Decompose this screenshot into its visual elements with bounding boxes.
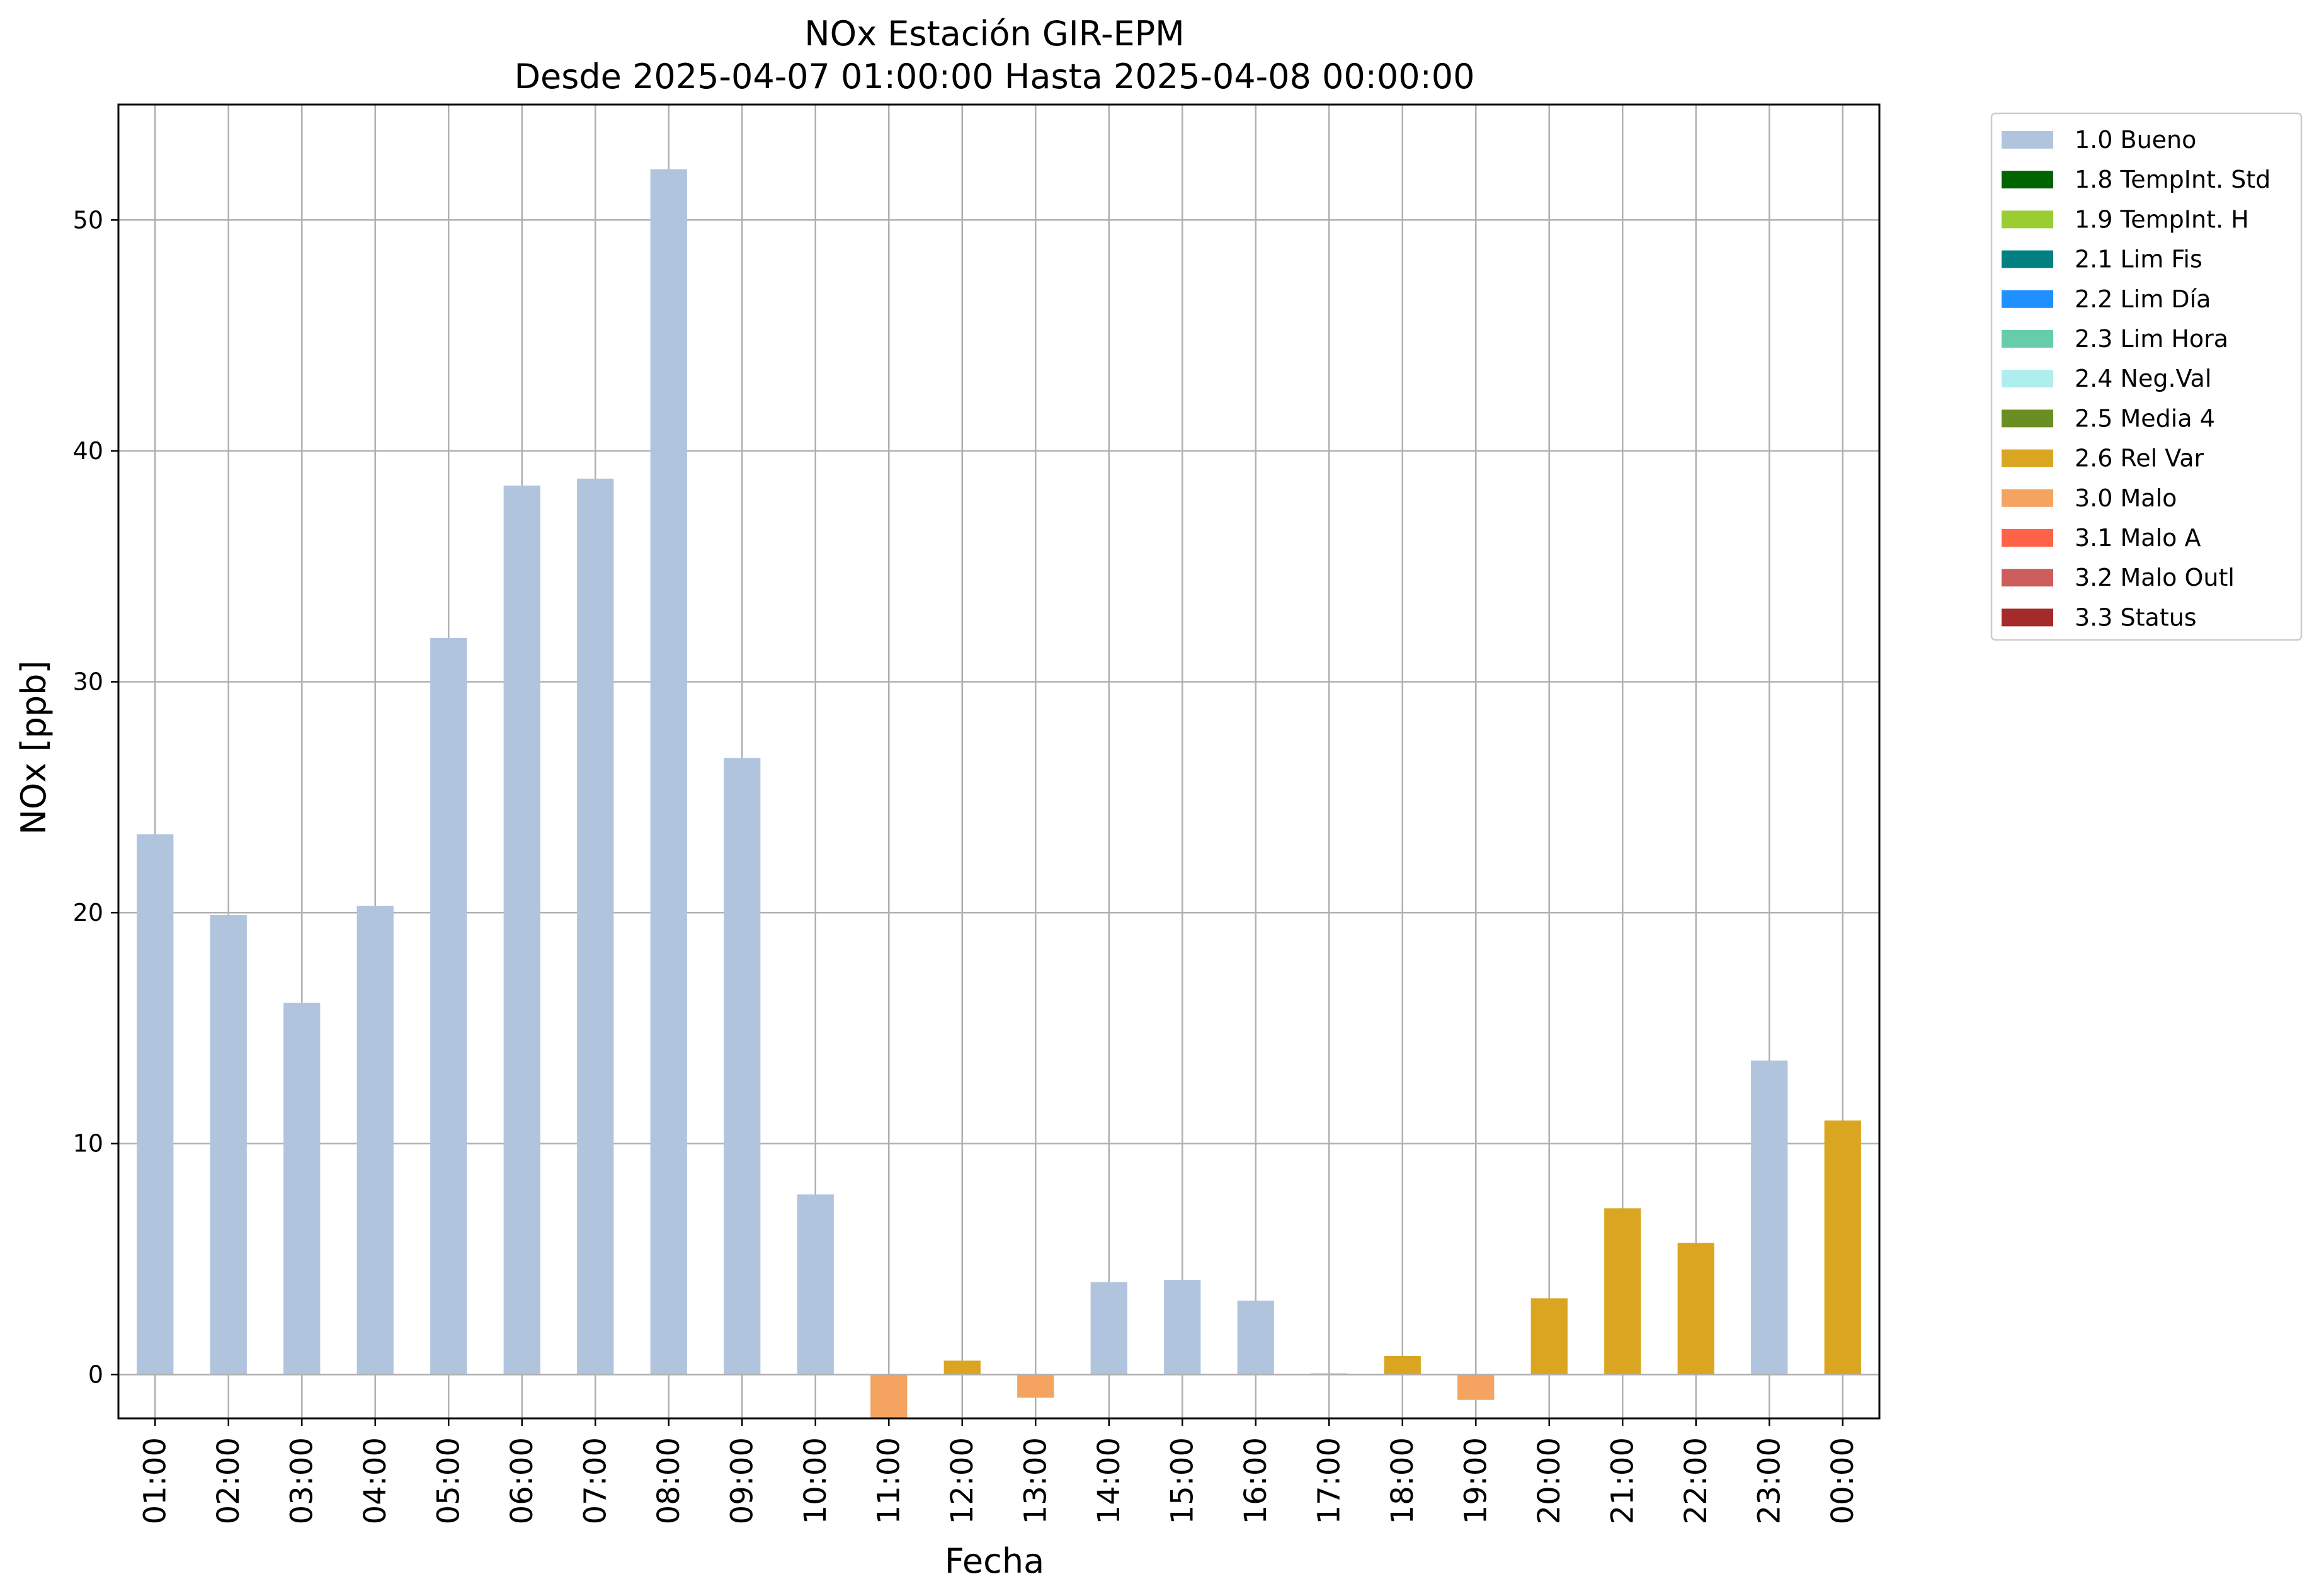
x-tick-label: 06:00 — [504, 1437, 540, 1524]
x-tick-label: 01:00 — [137, 1437, 173, 1524]
legend-label: 2.3 Lim Hora — [2075, 325, 2228, 353]
legend: 1.0 Bueno 1.8 TempInt. Std 1.9 TempInt. H 2… — [1990, 112, 2303, 641]
x-tick-label: 13:00 — [1018, 1437, 1053, 1524]
bar — [943, 1360, 981, 1375]
plot-frame — [117, 103, 1881, 1420]
x-axis-ticks: 01:00 02:00 03:00 04:00 05:00 06:00 07:00 08:00… — [137, 1418, 1860, 1524]
legend-swatch — [2002, 210, 2053, 229]
bar — [1751, 1060, 1788, 1375]
y-axis-label: NOx [ppb] — [14, 661, 54, 835]
legend-swatch — [2002, 569, 2053, 587]
legend-swatch — [2002, 409, 2053, 428]
legend-label: 1.0 Bueno — [2075, 126, 2196, 154]
legend-frame — [1990, 112, 2303, 641]
x-tick-label: 20:00 — [1532, 1437, 1567, 1524]
x-tick-label: 12:00 — [945, 1437, 980, 1524]
bar — [1164, 1280, 1201, 1375]
legend-swatch — [2002, 250, 2053, 268]
bars — [137, 169, 1861, 1418]
legend-label: 3.3 Status — [2075, 603, 2197, 631]
chart-subtitle: Desde 2025-04-07 01:00:00 Hasta 2025-04-… — [514, 57, 1474, 96]
y-tick-label: 50 — [73, 206, 103, 234]
bar — [724, 758, 761, 1375]
x-tick-label: 05:00 — [431, 1437, 466, 1524]
x-tick-label: 23:00 — [1752, 1437, 1787, 1524]
y-tick-label: 10 — [73, 1130, 103, 1158]
x-tick-label: 11:00 — [871, 1437, 906, 1524]
y-tick-label: 40 — [73, 437, 103, 465]
legend-label: 2.1 Lim Fis — [2075, 246, 2202, 273]
x-tick-label: 14:00 — [1091, 1437, 1127, 1524]
x-tick-label: 21:00 — [1605, 1437, 1640, 1524]
y-axis-ticks: 0 10 20 30 40 50 — [73, 206, 118, 1388]
bar — [1530, 1298, 1568, 1375]
x-axis-label: Fecha — [945, 1541, 1044, 1581]
bar — [1604, 1208, 1641, 1375]
legend-swatch — [2002, 290, 2053, 308]
x-tick-label: 19:00 — [1458, 1437, 1493, 1524]
x-tick-label: 22:00 — [1678, 1437, 1714, 1524]
bar — [1090, 1282, 1127, 1375]
bar — [137, 834, 174, 1375]
legend-swatch — [2002, 608, 2053, 627]
bar — [1677, 1243, 1714, 1375]
bar — [356, 906, 394, 1375]
x-tick-label: 04:00 — [358, 1437, 393, 1524]
legend-label: 2.2 Lim Día — [2075, 285, 2211, 313]
bar — [283, 1003, 321, 1375]
x-tick-label: 03:00 — [284, 1437, 319, 1524]
legend-swatch — [2002, 529, 2053, 547]
legend-label: 2.4 Neg.Val — [2075, 365, 2211, 392]
bar — [1457, 1374, 1495, 1400]
x-tick-label: 08:00 — [651, 1437, 687, 1524]
x-tick-label: 07:00 — [578, 1437, 613, 1524]
legend-swatch — [2002, 171, 2053, 189]
bar — [210, 915, 247, 1375]
x-tick-label: 10:00 — [798, 1437, 833, 1524]
legend-swatch — [2002, 330, 2053, 348]
legend-label: 2.5 Media 4 — [2075, 404, 2215, 432]
legend-swatch — [2002, 131, 2053, 149]
y-tick-label: 30 — [73, 668, 103, 696]
x-tick-label: 17:00 — [1311, 1437, 1347, 1524]
legend-label: 2.6 Rel Var — [2075, 445, 2204, 472]
bar — [1237, 1301, 1274, 1375]
bar — [1824, 1120, 1861, 1375]
bar — [650, 169, 687, 1375]
legend-label: 3.1 Malo A — [2075, 524, 2201, 552]
x-tick-label: 18:00 — [1385, 1437, 1420, 1524]
y-tick-label: 20 — [73, 899, 103, 926]
x-tick-label: 16:00 — [1238, 1437, 1273, 1524]
bar — [1017, 1374, 1054, 1398]
x-tick-label: 09:00 — [724, 1437, 760, 1524]
chart-title: NOx Estación GIR-EPM — [804, 14, 1185, 54]
bar — [577, 478, 614, 1375]
bar — [503, 485, 540, 1375]
legend-swatch — [2002, 449, 2053, 467]
legend-label: 3.0 Malo — [2075, 484, 2177, 512]
bar — [797, 1194, 834, 1375]
x-tick-label: 00:00 — [1825, 1437, 1860, 1524]
bar — [1384, 1356, 1421, 1375]
legend-swatch — [2002, 489, 2053, 507]
y-tick-label: 0 — [88, 1360, 103, 1388]
bar — [430, 637, 467, 1375]
legend-label: 3.2 Malo Outl — [2075, 564, 2235, 591]
bar — [870, 1374, 908, 1418]
legend-swatch — [2002, 370, 2053, 388]
x-tick-label: 15:00 — [1165, 1437, 1200, 1524]
x-tick-label: 02:00 — [211, 1437, 246, 1524]
legend-label: 1.9 TempInt. H — [2075, 205, 2249, 233]
legend-label: 1.8 TempInt. Std — [2075, 166, 2271, 193]
